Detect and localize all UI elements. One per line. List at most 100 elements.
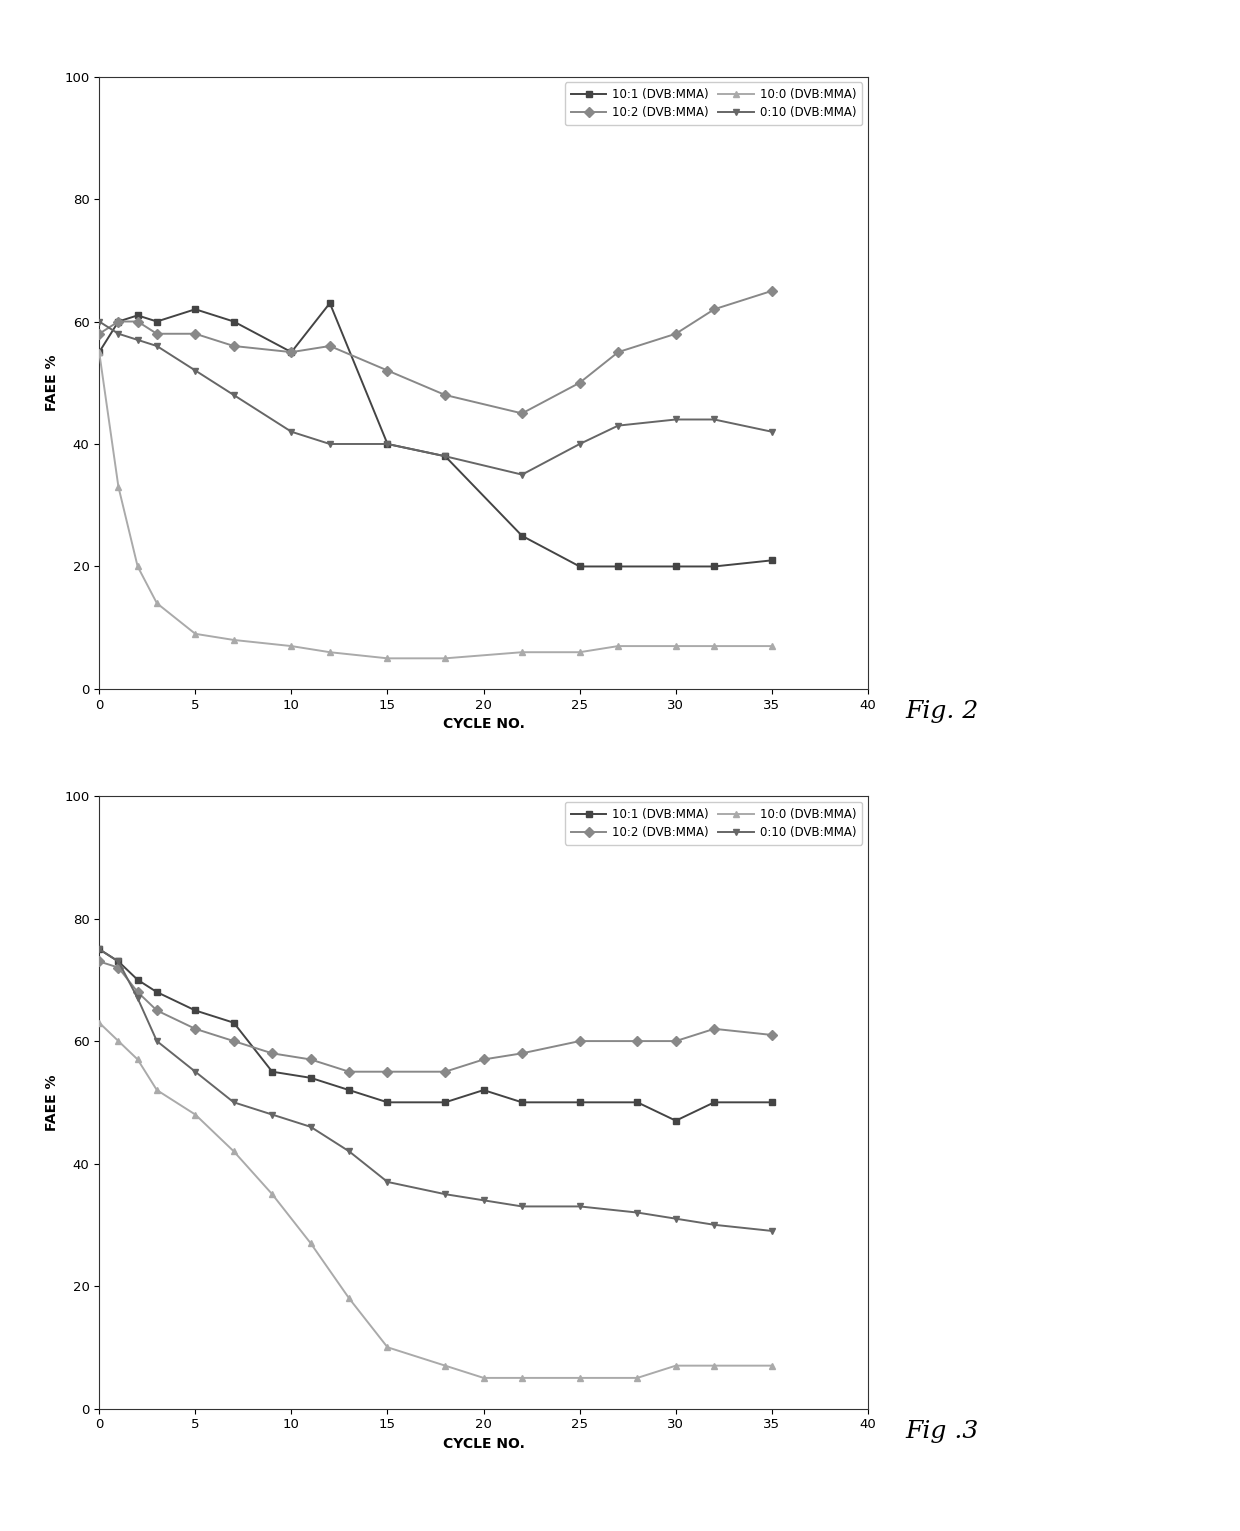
- 0:10 (DVB:MMA): [438, 447, 453, 465]
- Line: 10:2 (DVB:MMA): 10:2 (DVB:MMA): [95, 958, 775, 1075]
- 10:0 (DVB:MMA): [92, 343, 107, 361]
- 10:2 (DVB:MMA): [573, 374, 588, 392]
- 0:10 (DVB:MMA): [707, 410, 722, 429]
- 10:0 (DVB:MMA): [573, 643, 588, 661]
- 10:1 (DVB:MMA): [764, 551, 779, 570]
- 10:2 (DVB:MMA): [149, 325, 164, 343]
- 10:0 (DVB:MMA): [438, 649, 453, 668]
- 0:10 (DVB:MMA): [573, 1197, 588, 1216]
- 10:2 (DVB:MMA): [342, 1063, 357, 1081]
- 10:0 (DVB:MMA): [92, 1014, 107, 1032]
- Line: 10:0 (DVB:MMA): 10:0 (DVB:MMA): [95, 349, 775, 661]
- 10:2 (DVB:MMA): [379, 1063, 394, 1081]
- 10:0 (DVB:MMA): [515, 643, 529, 661]
- 0:10 (DVB:MMA): [284, 423, 299, 441]
- 10:2 (DVB:MMA): [630, 1032, 645, 1050]
- 10:0 (DVB:MMA): [573, 1369, 588, 1387]
- 10:1 (DVB:MMA): [476, 1081, 491, 1099]
- 10:0 (DVB:MMA): [303, 1234, 317, 1252]
- 10:1 (DVB:MMA): [149, 983, 164, 1001]
- 10:2 (DVB:MMA): [284, 343, 299, 361]
- 0:10 (DVB:MMA): [668, 1209, 683, 1228]
- 0:10 (DVB:MMA): [515, 465, 529, 484]
- 10:1 (DVB:MMA): [303, 1069, 317, 1087]
- 10:0 (DVB:MMA): [112, 478, 126, 496]
- 10:2 (DVB:MMA): [130, 983, 145, 1001]
- Y-axis label: FAEE %: FAEE %: [45, 355, 58, 410]
- 10:2 (DVB:MMA): [668, 1032, 683, 1050]
- 10:0 (DVB:MMA): [515, 1369, 529, 1387]
- 0:10 (DVB:MMA): [149, 337, 164, 355]
- 10:2 (DVB:MMA): [188, 325, 203, 343]
- 0:10 (DVB:MMA): [322, 435, 337, 453]
- Line: 10:0 (DVB:MMA): 10:0 (DVB:MMA): [95, 1020, 775, 1381]
- 10:0 (DVB:MMA): [112, 1032, 126, 1050]
- 0:10 (DVB:MMA): [265, 1105, 280, 1124]
- 10:1 (DVB:MMA): [438, 1093, 453, 1112]
- 10:1 (DVB:MMA): [707, 1093, 722, 1112]
- Legend: 10:1 (DVB:MMA), 10:2 (DVB:MMA), 10:0 (DVB:MMA), 0:10 (DVB:MMA): 10:1 (DVB:MMA), 10:2 (DVB:MMA), 10:0 (DV…: [565, 802, 862, 845]
- 0:10 (DVB:MMA): [188, 361, 203, 380]
- 10:0 (DVB:MMA): [476, 1369, 491, 1387]
- 10:0 (DVB:MMA): [188, 1105, 203, 1124]
- 10:0 (DVB:MMA): [707, 637, 722, 655]
- 10:2 (DVB:MMA): [92, 325, 107, 343]
- 10:0 (DVB:MMA): [379, 1338, 394, 1356]
- 10:0 (DVB:MMA): [668, 637, 683, 655]
- 0:10 (DVB:MMA): [764, 1222, 779, 1240]
- 10:2 (DVB:MMA): [573, 1032, 588, 1050]
- 10:0 (DVB:MMA): [342, 1289, 357, 1307]
- 0:10 (DVB:MMA): [573, 435, 588, 453]
- 10:2 (DVB:MMA): [668, 325, 683, 343]
- 10:0 (DVB:MMA): [188, 625, 203, 643]
- 10:2 (DVB:MMA): [764, 1026, 779, 1044]
- 10:1 (DVB:MMA): [438, 447, 453, 465]
- 10:0 (DVB:MMA): [438, 1356, 453, 1375]
- 10:1 (DVB:MMA): [188, 1001, 203, 1020]
- 10:0 (DVB:MMA): [322, 643, 337, 661]
- 10:0 (DVB:MMA): [149, 594, 164, 612]
- Text: Fig .3: Fig .3: [905, 1419, 978, 1444]
- 0:10 (DVB:MMA): [707, 1216, 722, 1234]
- 10:0 (DVB:MMA): [610, 637, 625, 655]
- Y-axis label: FAEE %: FAEE %: [45, 1075, 58, 1130]
- 10:0 (DVB:MMA): [284, 637, 299, 655]
- 10:0 (DVB:MMA): [668, 1356, 683, 1375]
- 0:10 (DVB:MMA): [438, 1185, 453, 1203]
- 10:1 (DVB:MMA): [112, 952, 126, 971]
- 10:1 (DVB:MMA): [265, 1063, 280, 1081]
- 0:10 (DVB:MMA): [130, 331, 145, 349]
- Line: 10:2 (DVB:MMA): 10:2 (DVB:MMA): [95, 288, 775, 416]
- 10:2 (DVB:MMA): [476, 1050, 491, 1069]
- 10:1 (DVB:MMA): [92, 343, 107, 361]
- 10:0 (DVB:MMA): [379, 649, 394, 668]
- 0:10 (DVB:MMA): [92, 940, 107, 958]
- 10:2 (DVB:MMA): [149, 1001, 164, 1020]
- 10:1 (DVB:MMA): [226, 1014, 241, 1032]
- 10:2 (DVB:MMA): [226, 1032, 241, 1050]
- 10:2 (DVB:MMA): [379, 361, 394, 380]
- 10:1 (DVB:MMA): [668, 1112, 683, 1130]
- 0:10 (DVB:MMA): [303, 1118, 317, 1136]
- 10:2 (DVB:MMA): [707, 300, 722, 318]
- 0:10 (DVB:MMA): [130, 989, 145, 1007]
- 10:1 (DVB:MMA): [226, 312, 241, 331]
- 0:10 (DVB:MMA): [476, 1191, 491, 1209]
- 10:2 (DVB:MMA): [610, 343, 625, 361]
- 10:0 (DVB:MMA): [149, 1081, 164, 1099]
- 10:2 (DVB:MMA): [438, 1063, 453, 1081]
- 10:0 (DVB:MMA): [630, 1369, 645, 1387]
- 10:0 (DVB:MMA): [764, 637, 779, 655]
- 10:1 (DVB:MMA): [342, 1081, 357, 1099]
- 0:10 (DVB:MMA): [226, 1093, 241, 1112]
- 10:2 (DVB:MMA): [515, 404, 529, 423]
- Line: 0:10 (DVB:MMA): 0:10 (DVB:MMA): [95, 318, 775, 478]
- 10:1 (DVB:MMA): [149, 312, 164, 331]
- 10:1 (DVB:MMA): [284, 343, 299, 361]
- 10:1 (DVB:MMA): [668, 557, 683, 576]
- 10:1 (DVB:MMA): [707, 557, 722, 576]
- 10:1 (DVB:MMA): [573, 557, 588, 576]
- 10:0 (DVB:MMA): [130, 1050, 145, 1069]
- 10:0 (DVB:MMA): [130, 557, 145, 576]
- 0:10 (DVB:MMA): [668, 410, 683, 429]
